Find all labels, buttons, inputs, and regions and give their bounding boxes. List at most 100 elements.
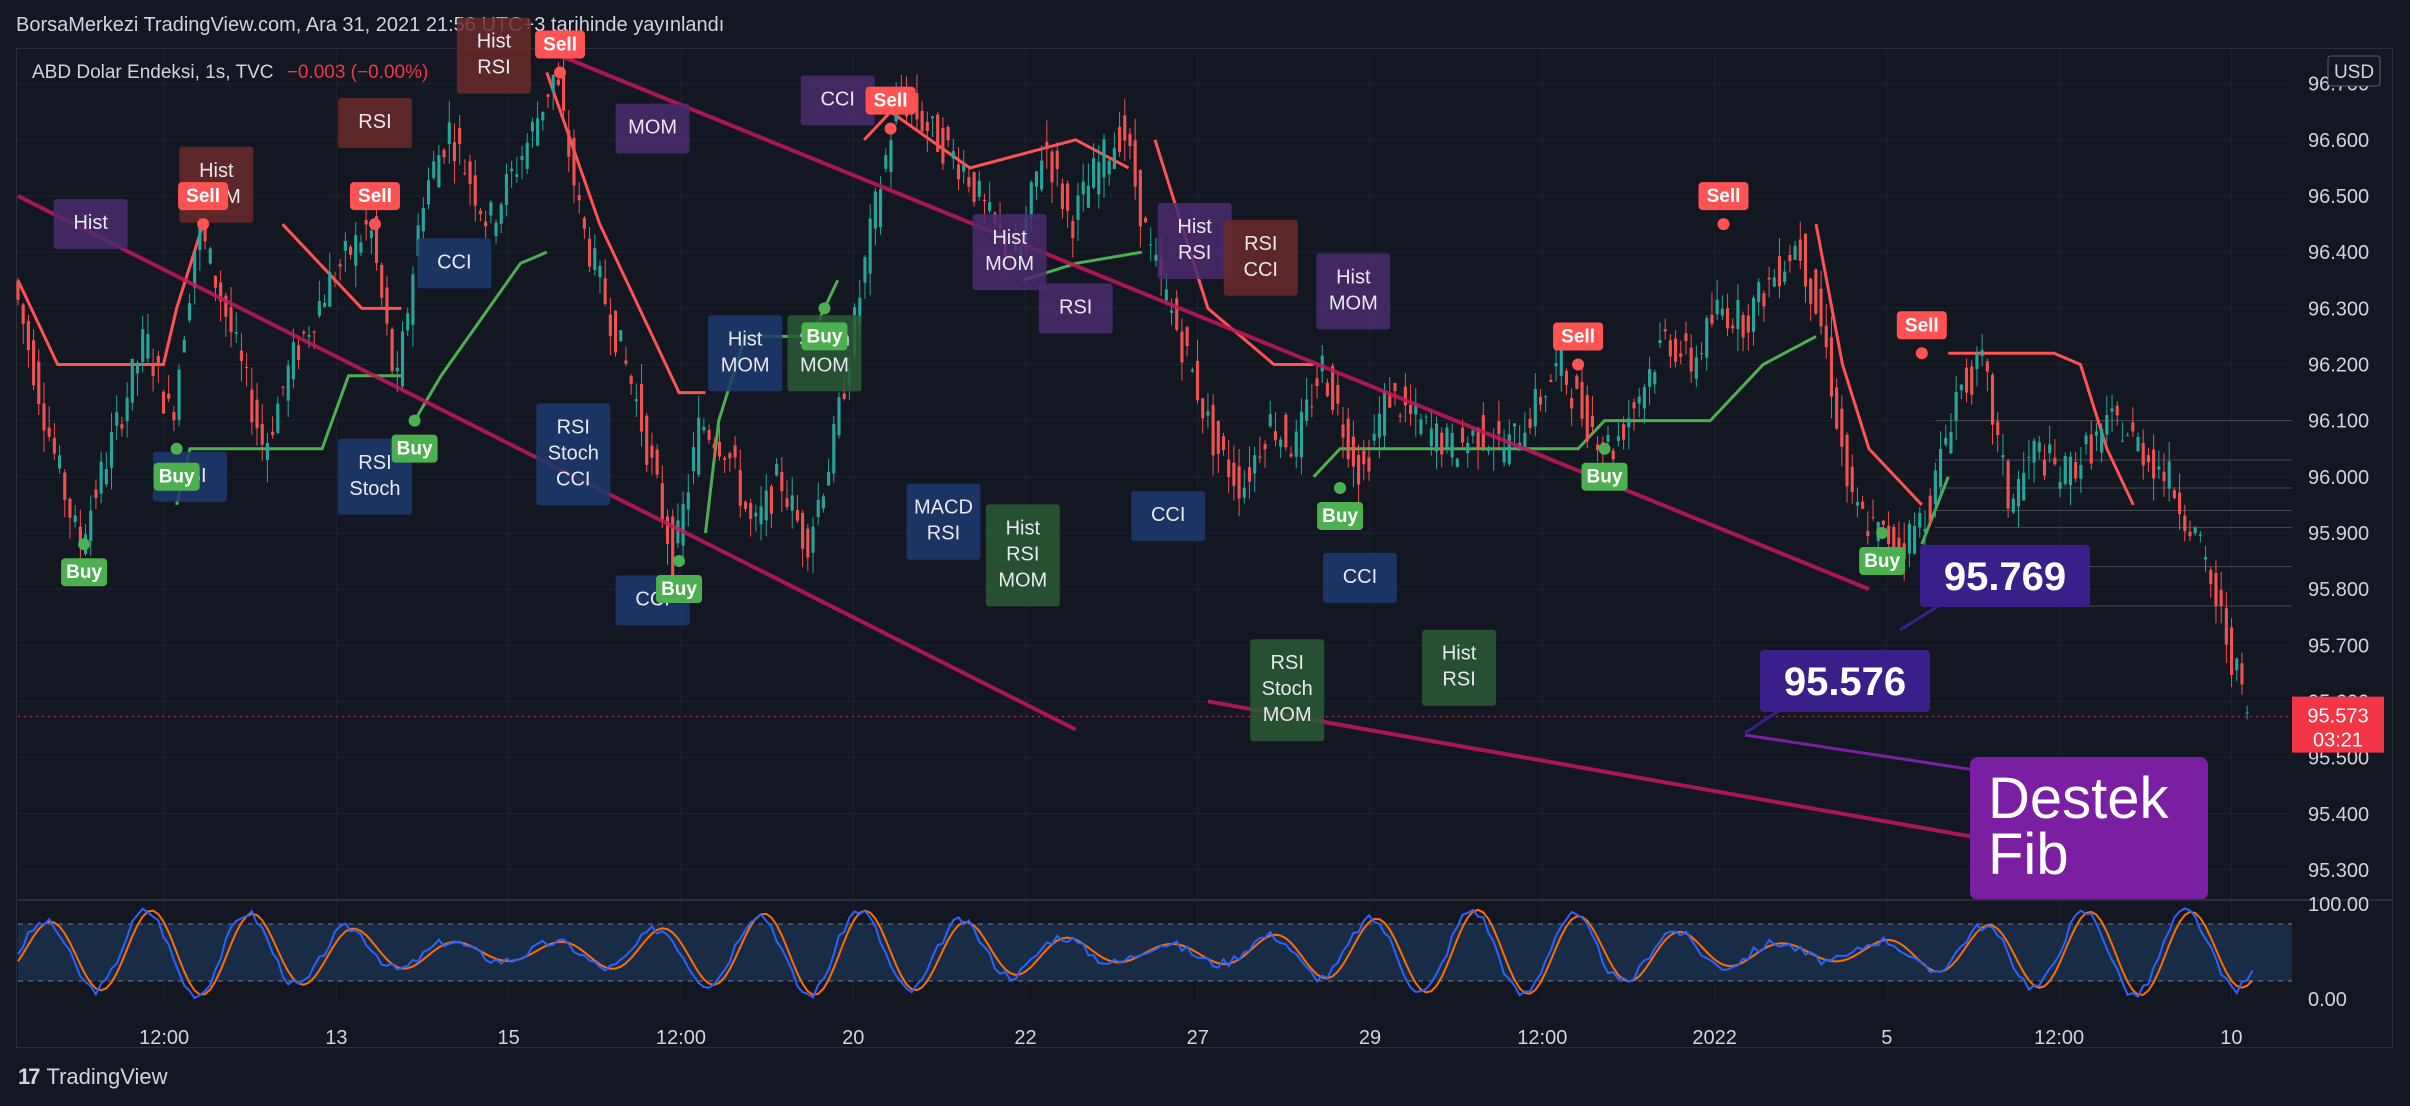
indicator-box[interactable] [972, 214, 1047, 291]
indicator-box[interactable] [1322, 552, 1397, 603]
candle-body [177, 369, 181, 420]
candle-body [1455, 458, 1459, 467]
indicator-box[interactable] [456, 17, 531, 94]
signal-label: Buy [397, 439, 433, 460]
candle-body [691, 447, 696, 472]
candle-body [229, 307, 233, 333]
candle-body [2126, 435, 2130, 437]
indicator-box[interactable] [800, 75, 875, 126]
candle-body [1674, 338, 1678, 362]
candle-body [1060, 183, 1064, 210]
candle-body [1367, 457, 1371, 472]
candle-body [1507, 434, 1511, 464]
signal-buy-badge[interactable] [1581, 462, 1628, 491]
last-price-label[interactable] [2292, 696, 2384, 753]
signal-dot [554, 66, 567, 79]
signal-sell-badge[interactable] [865, 86, 916, 115]
candle-body [2110, 408, 2114, 412]
symbol-legend[interactable]: ABD Dolar Endeksi, 1s, TVC −0.003 (−0.00… [32, 62, 428, 84]
candle-body [47, 427, 51, 437]
signal-buy-badge[interactable] [61, 558, 108, 587]
candle-body [1533, 388, 1537, 427]
candle-body [624, 360, 628, 364]
signal-buy-badge[interactable] [1317, 502, 1364, 531]
indicator-box-label: RSI [1271, 652, 1304, 674]
candle-body [2001, 455, 2005, 458]
candle-body [2162, 471, 2166, 482]
indicator-box[interactable] [906, 483, 981, 560]
candle-body [369, 230, 373, 239]
candle-body [2084, 435, 2088, 445]
candle-body [208, 248, 212, 264]
price-tick-label: 96.100 [2308, 411, 2369, 433]
candle-body [1720, 308, 1724, 316]
candle-body [1777, 256, 1782, 287]
indicator-box[interactable] [536, 403, 611, 506]
candle-body [712, 443, 716, 449]
candle-body [354, 235, 358, 266]
signal-sell-badge[interactable] [1553, 322, 1604, 351]
signal-buy-badge[interactable] [391, 434, 438, 463]
candle-body [494, 222, 498, 237]
candle-body [16, 280, 20, 300]
indicator-box[interactable] [1316, 253, 1391, 330]
indicator-box[interactable] [1223, 219, 1298, 296]
indicator-box[interactable] [615, 103, 690, 154]
signal-buy-badge[interactable] [1859, 546, 1906, 575]
indicator-box[interactable] [417, 238, 492, 289]
time-tick-label: 12:00 [656, 1027, 706, 1049]
candle-body [1627, 418, 1631, 428]
price-tick-label: 96.400 [2308, 242, 2369, 264]
signal-buy-badge[interactable] [656, 575, 703, 604]
signal-buy-badge[interactable] [153, 462, 200, 491]
signal-sell-badge[interactable] [1896, 311, 1947, 340]
signal-sell-badge[interactable] [349, 182, 400, 211]
candle-body [1362, 450, 1366, 465]
price-callout[interactable] [1760, 650, 1930, 712]
candle-body [707, 429, 711, 440]
candle-body [2193, 527, 2197, 534]
currency-badge[interactable] [2327, 55, 2381, 87]
supertrend-down-line [545, 71, 706, 395]
indicator-box[interactable] [337, 98, 412, 149]
candle-body [1990, 374, 1995, 425]
candle-body [1180, 331, 1184, 363]
price-callout[interactable] [1920, 545, 2090, 607]
candle-body [141, 329, 145, 363]
indicator-box-label: RSI [1442, 669, 1475, 691]
candle-body [1980, 350, 1984, 357]
candle-body [1398, 415, 1402, 417]
candle-body [873, 191, 877, 229]
tradingview-logo[interactable]: 17 TradingView [18, 1064, 168, 1090]
signal-sell-badge[interactable] [178, 182, 229, 211]
candle-body [2167, 461, 2171, 489]
candle-body [1767, 277, 1771, 280]
signal-sell-badge[interactable] [535, 30, 586, 59]
candle-body [1679, 353, 1683, 357]
signal-buy-badge[interactable] [801, 322, 848, 351]
candle-body [2022, 472, 2026, 501]
time-tick-label: 12:00 [2034, 1027, 2084, 1049]
indicator-box-label: Stoch [349, 478, 400, 500]
candle-body [1460, 427, 1465, 443]
candle-body [671, 516, 675, 576]
indicator-box[interactable] [1131, 491, 1206, 542]
symbol-name[interactable]: ABD Dolar Endeksi, 1s, TVC [32, 62, 274, 83]
candle-body [2204, 557, 2208, 560]
indicator-box[interactable] [1157, 202, 1232, 279]
indicator-box[interactable] [53, 199, 128, 250]
indicator-box[interactable] [708, 315, 783, 392]
last-price-value: 95.573 [2307, 706, 2368, 728]
indicator-box[interactable] [1038, 283, 1113, 334]
indicator-box[interactable] [985, 504, 1060, 607]
signal-sell-badge[interactable] [1698, 182, 1749, 211]
candle-body [1866, 531, 1870, 537]
indicator-box[interactable] [1250, 639, 1325, 742]
indicator-box[interactable] [1422, 629, 1497, 706]
candle-body [37, 361, 41, 405]
candle-body [639, 384, 644, 432]
time-tick-label: 13 [325, 1027, 347, 1049]
candle-body [432, 161, 436, 178]
destek-fib-note[interactable] [1970, 757, 2208, 900]
